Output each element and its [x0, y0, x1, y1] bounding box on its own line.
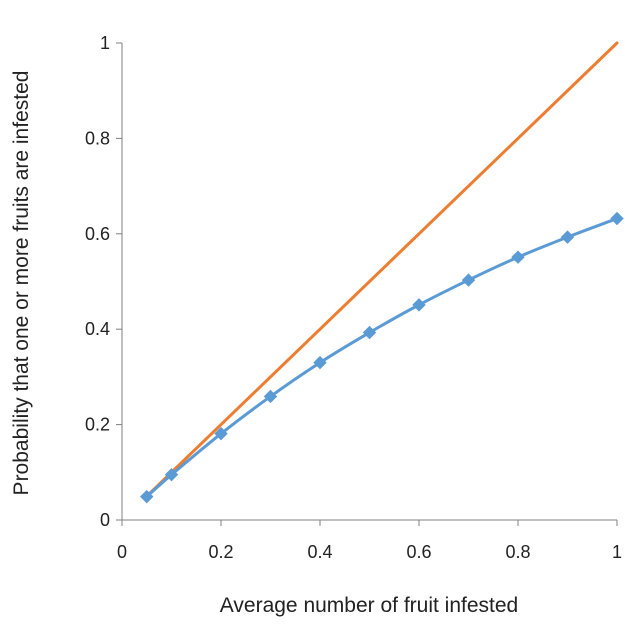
- y-axis-title: Probability that one or more fruits are …: [10, 71, 33, 496]
- data-point: [313, 355, 327, 370]
- x-tick-label: 1: [612, 542, 622, 562]
- y-tick-label: 0.2: [85, 415, 110, 435]
- x-tick-label: 0.6: [406, 542, 431, 562]
- series-line: [145, 217, 619, 499]
- series-1: [145, 41, 619, 498]
- tick-labels: 0 0.2 0.4 0.6 0.8 1 0 0.2 0.4 0.6 0.8 1: [85, 33, 622, 562]
- series-line: [145, 41, 619, 498]
- data-point: [164, 467, 179, 482]
- data-point: [263, 389, 278, 404]
- x-tick-label: 0.4: [307, 542, 332, 562]
- x-tick-label: 0: [117, 542, 127, 562]
- x-axis-title: Average number of fruit infested: [220, 594, 518, 617]
- y-tick-label: 0.4: [85, 319, 110, 339]
- series-0: [140, 211, 624, 504]
- y-tick-label: 0: [100, 510, 110, 530]
- data-point: [214, 426, 228, 441]
- data-point: [610, 211, 624, 226]
- x-tick-label: 0.2: [208, 542, 233, 562]
- data-point: [511, 250, 525, 264]
- data-point: [412, 298, 426, 312]
- data-point: [140, 489, 154, 504]
- data-point: [560, 230, 575, 244]
- y-tick-label: 0.6: [85, 224, 110, 244]
- data-point: [461, 273, 476, 287]
- x-tick-label: 0.8: [505, 542, 530, 562]
- series-layer: [140, 41, 624, 504]
- data-point: [362, 325, 377, 340]
- axes: [116, 42, 618, 526]
- y-tick-label: 0.8: [85, 128, 110, 148]
- y-tick-label: 1: [100, 33, 110, 53]
